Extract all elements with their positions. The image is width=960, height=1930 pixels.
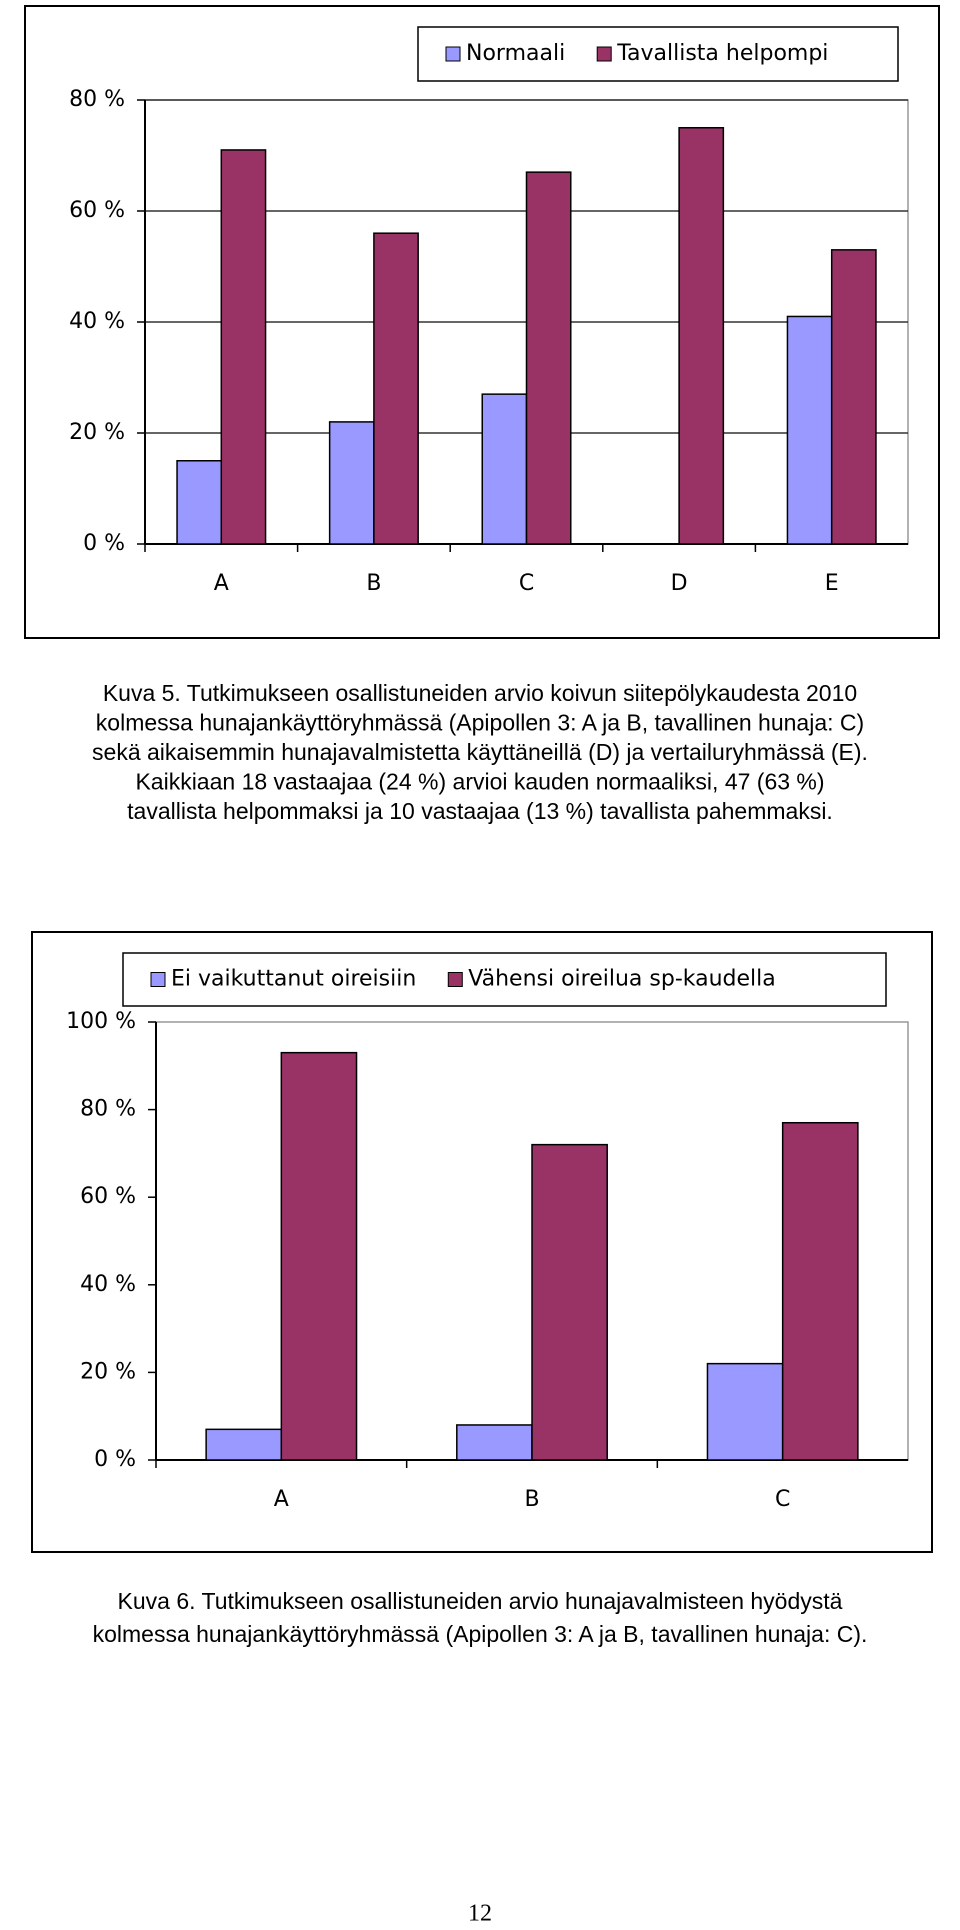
legend-swatch (596, 46, 612, 62)
bar (280, 1051, 358, 1461)
legend-swatch (447, 972, 463, 987)
caption-line: kolmessa hunajankäyttöryhmässä (Apipolle… (93, 1621, 868, 1647)
y-tick-label: 20 % (69, 420, 125, 445)
bar (328, 421, 375, 545)
y-tick-label: 80 % (80, 1097, 136, 1122)
x-tick-label: A (214, 571, 229, 596)
bar (456, 1424, 533, 1461)
y-tick-label: 40 % (80, 1272, 136, 1297)
bar (786, 315, 833, 545)
x-tick-label: C (775, 1487, 790, 1512)
bar (176, 460, 223, 545)
x-tick-label: B (366, 571, 381, 596)
bar (481, 393, 528, 545)
legend-swatch (150, 972, 166, 987)
legend-label: Tavallista helpompi (616, 41, 828, 66)
bar (525, 171, 572, 545)
caption-line: tavallista helpommaksi ja 10 vastaajaa (… (127, 798, 833, 824)
legend-swatch (445, 46, 461, 62)
caption-line: Kuva 6. Tutkimukseen osallistuneiden arv… (118, 1588, 843, 1614)
y-tick-label: 80 % (69, 87, 125, 112)
legend-label: Ei vaikuttanut oireisiin (171, 967, 416, 992)
y-tick-label: 100 % (66, 1009, 136, 1034)
x-tick-label: D (671, 571, 688, 596)
bar (830, 249, 877, 545)
y-tick-label: 0 % (83, 531, 125, 556)
x-tick-label: C (519, 571, 534, 596)
bar (220, 149, 267, 545)
y-tick-label: 60 % (80, 1184, 136, 1209)
caption-line: sekä aikaisemmin hunajavalmistetta käytt… (92, 739, 868, 765)
page-number: 12 (468, 1901, 492, 1927)
legend-box (417, 26, 899, 82)
x-tick-label: E (825, 571, 839, 596)
bar (781, 1121, 859, 1461)
legend-label: Normaali (466, 41, 565, 66)
x-tick-label: B (524, 1487, 539, 1512)
bar (205, 1428, 283, 1461)
x-tick-label: A (274, 1487, 289, 1512)
bar (678, 127, 725, 545)
legend-label: Vähensi oireilua sp-kaudella (468, 967, 775, 992)
bar (531, 1143, 608, 1461)
bar (706, 1362, 784, 1461)
y-tick-label: 0 % (94, 1447, 136, 1472)
y-tick-label: 20 % (80, 1359, 136, 1384)
y-tick-label: 60 % (69, 198, 125, 223)
y-tick-label: 40 % (69, 309, 125, 334)
caption-line: Kuva 5. Tutkimukseen osallistuneiden arv… (103, 680, 857, 706)
caption-line: Kaikkiaan 18 vastaajaa (24 %) arvioi kau… (135, 769, 824, 795)
bar (373, 232, 419, 545)
legend-box (122, 952, 887, 1007)
caption-line: kolmessa hunajankäyttöryhmässä (Apipolle… (96, 710, 864, 736)
